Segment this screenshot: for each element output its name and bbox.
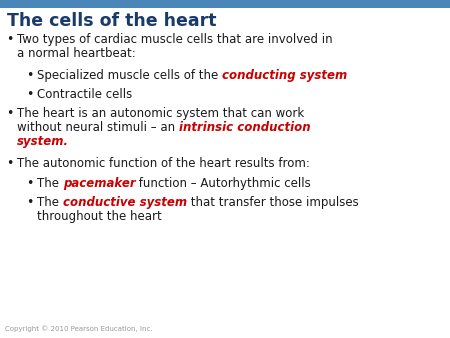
Text: •: • xyxy=(6,33,14,46)
Text: a normal heartbeat:: a normal heartbeat: xyxy=(17,47,136,60)
Bar xyxy=(0,0,450,8)
Text: that transfer those impulses: that transfer those impulses xyxy=(187,196,359,209)
Text: Copyright © 2010 Pearson Education, Inc.: Copyright © 2010 Pearson Education, Inc. xyxy=(5,325,153,332)
Text: •: • xyxy=(6,157,14,170)
Text: pacemaker: pacemaker xyxy=(63,177,135,190)
Text: conductive system: conductive system xyxy=(63,196,187,209)
Text: The: The xyxy=(37,196,63,209)
Text: The autonomic function of the heart results from:: The autonomic function of the heart resu… xyxy=(17,157,310,170)
Text: The heart is an autonomic system that can work: The heart is an autonomic system that ca… xyxy=(17,107,304,120)
Text: •: • xyxy=(6,107,14,120)
Text: system.: system. xyxy=(17,135,69,148)
Text: The cells of the heart: The cells of the heart xyxy=(7,12,216,30)
Text: •: • xyxy=(26,88,33,101)
Text: conducting system: conducting system xyxy=(222,69,347,82)
Text: •: • xyxy=(26,196,33,209)
Text: without neural stimuli – an: without neural stimuli – an xyxy=(17,121,179,134)
Text: Specialized muscle cells of the: Specialized muscle cells of the xyxy=(37,69,222,82)
Text: •: • xyxy=(26,177,33,190)
Text: intrinsic conduction: intrinsic conduction xyxy=(179,121,310,134)
Text: function – Autorhythmic cells: function – Autorhythmic cells xyxy=(135,177,311,190)
Text: Contractile cells: Contractile cells xyxy=(37,88,132,101)
Text: Two types of cardiac muscle cells that are involved in: Two types of cardiac muscle cells that a… xyxy=(17,33,333,46)
Text: throughout the heart: throughout the heart xyxy=(37,210,162,223)
Text: The: The xyxy=(37,177,63,190)
Text: •: • xyxy=(26,69,33,82)
